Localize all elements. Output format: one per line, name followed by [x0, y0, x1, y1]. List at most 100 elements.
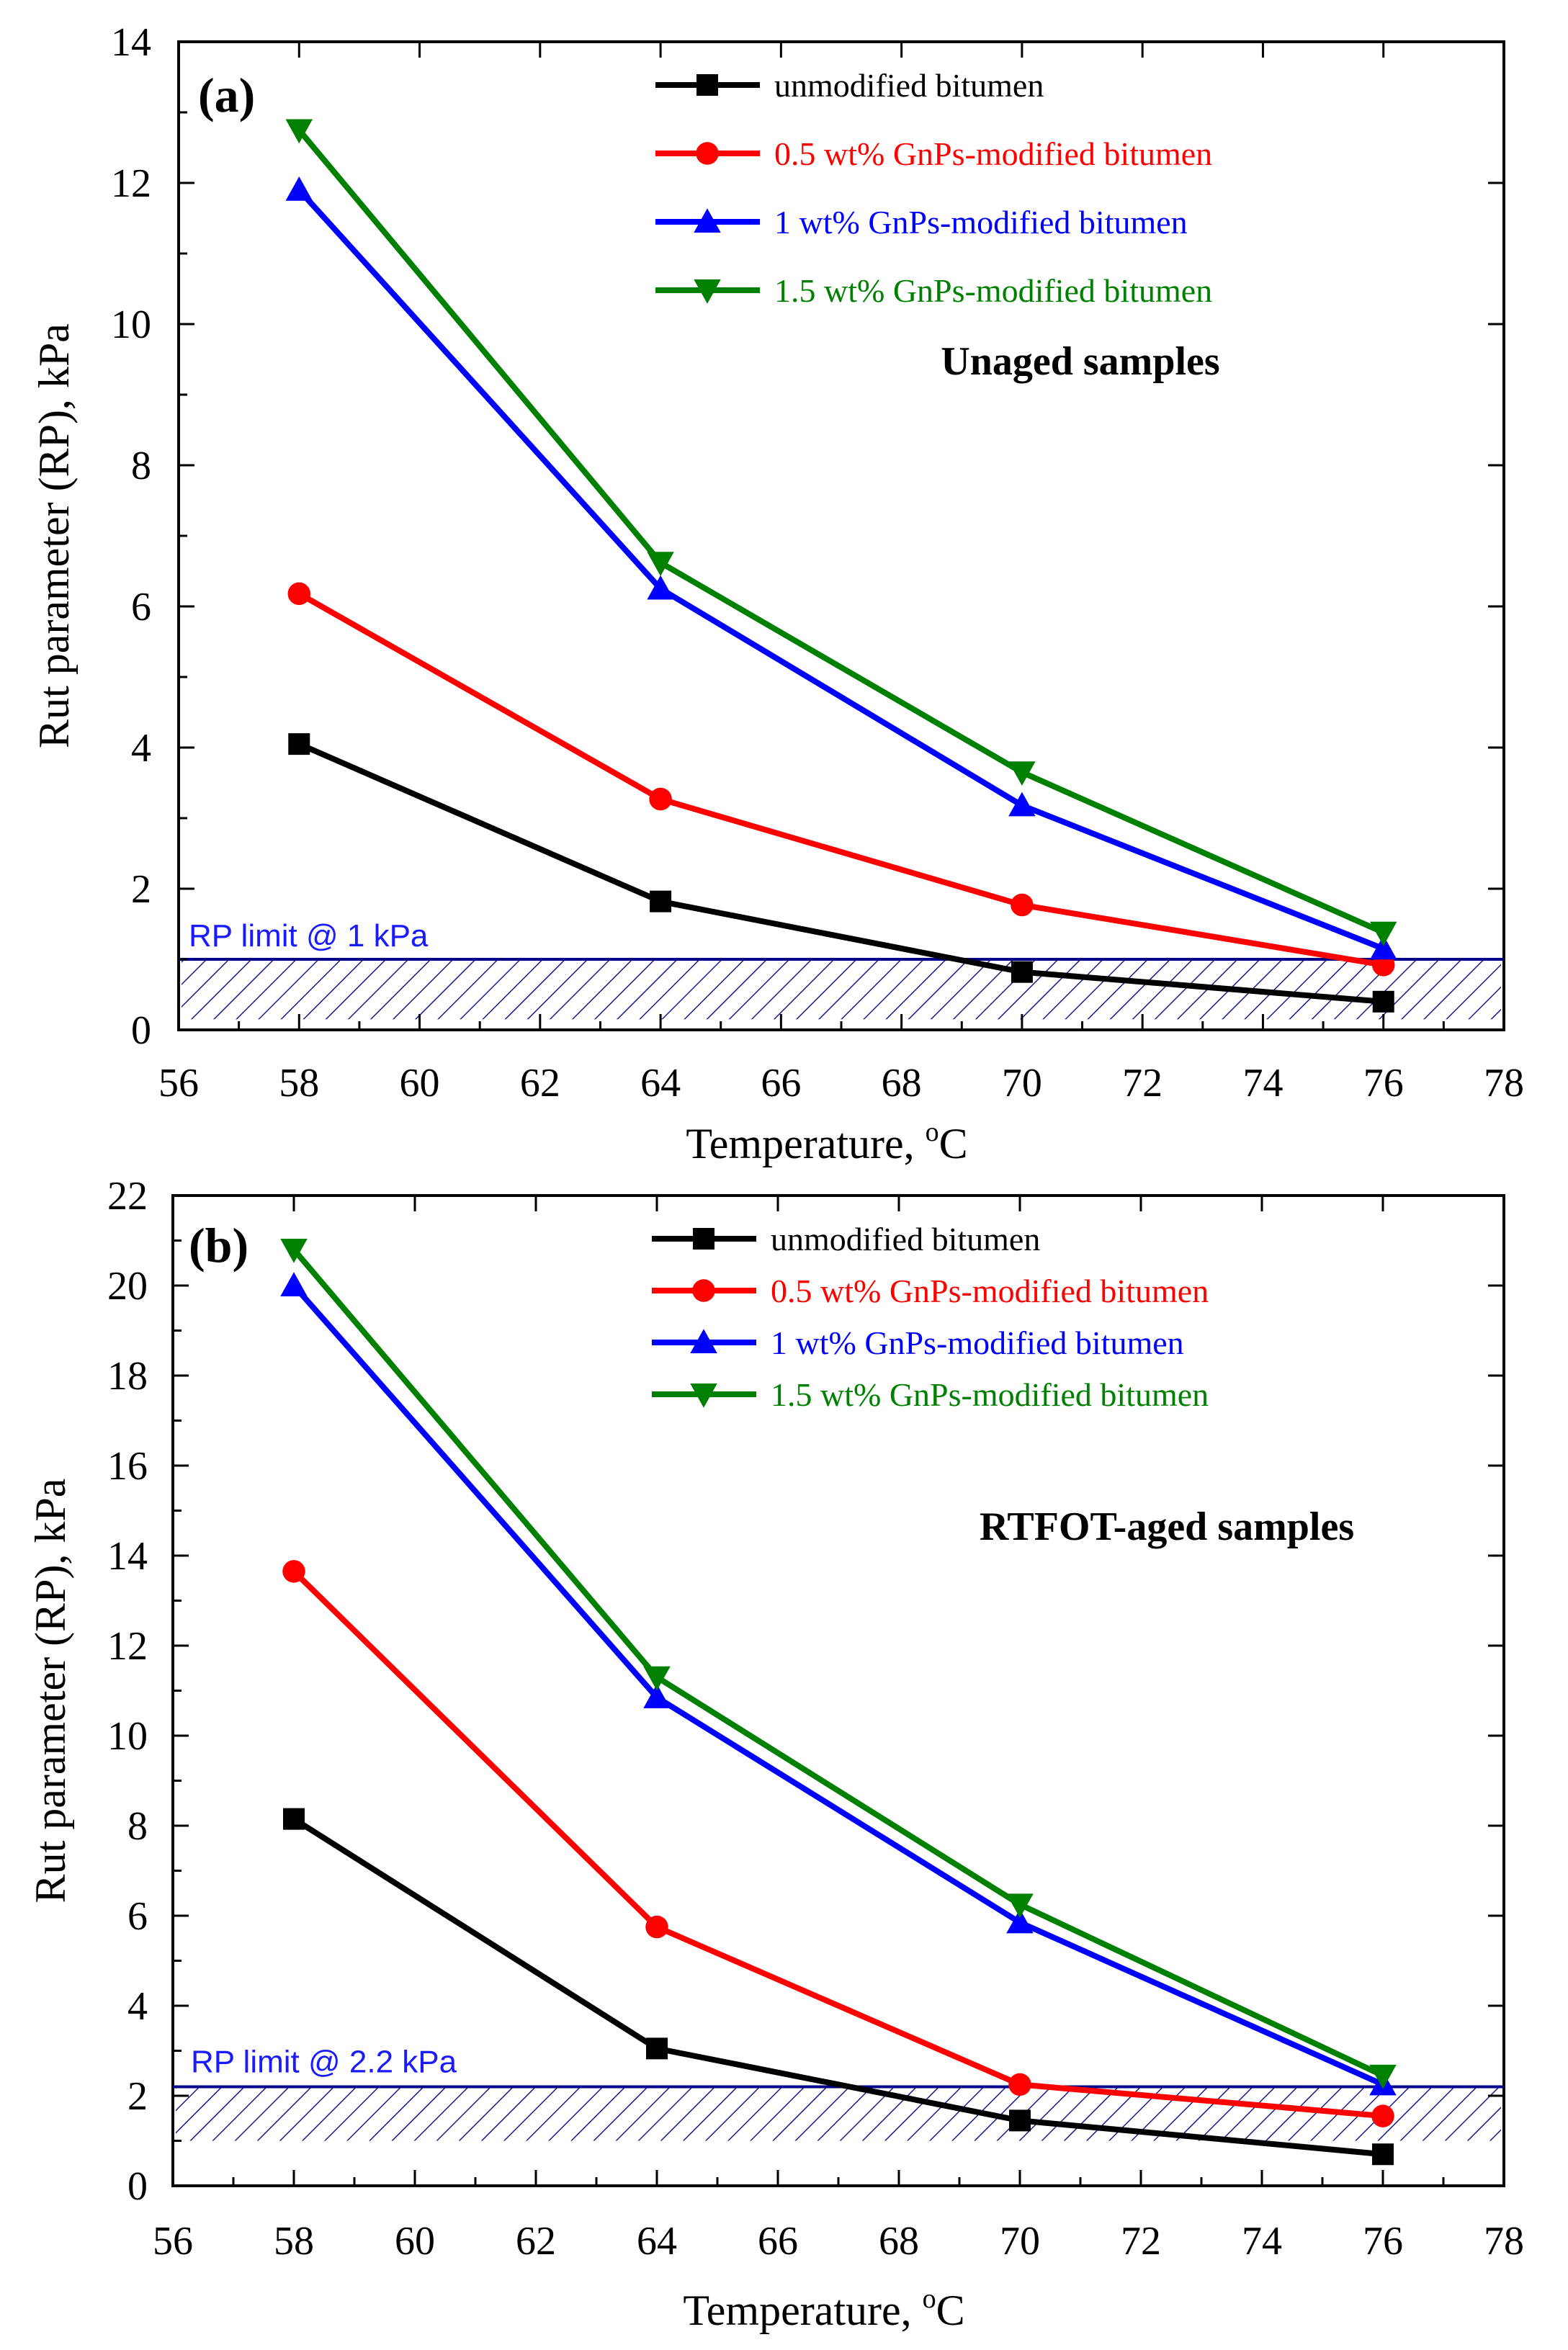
series-line-0	[292, 1816, 1384, 2158]
legend-label: 0.5 wt% GnPs-modified bitumen	[774, 135, 1212, 172]
x-tick-label: 78	[1484, 1061, 1524, 1106]
y-tick-label: 2	[127, 2074, 148, 2119]
data-point-3-1	[647, 552, 674, 576]
data-point-0-2	[1011, 961, 1033, 983]
y-tick-label: 14	[111, 20, 151, 65]
y-tick-label: 10	[107, 1714, 148, 1759]
x-tick-label: 74	[1242, 1061, 1283, 1106]
data-point-0-1	[650, 890, 672, 912]
data-point-2-3	[1369, 935, 1397, 960]
limit-hatch-region	[176, 2086, 1501, 2141]
data-point-2-1	[647, 575, 674, 600]
x-tick-label: 74	[1242, 2219, 1282, 2264]
data-point-3-1	[643, 1666, 671, 1691]
data-point-3-2	[1006, 1893, 1034, 1919]
data-point-2-1	[643, 1684, 671, 1708]
x-tick-label: 70	[1002, 1061, 1042, 1106]
x-tick-label: 76	[1363, 1061, 1404, 1106]
legend-label: 1.5 wt% GnPs-modified bitumen	[774, 272, 1212, 309]
y-tick-label: 8	[127, 1804, 148, 1849]
y-tick-label: 4	[131, 726, 151, 771]
y-tick-label: 12	[107, 1624, 148, 1669]
x-tick-label: 60	[400, 1061, 440, 1106]
series-line-2	[297, 188, 1385, 952]
legend-marker	[694, 279, 721, 304]
y-tick-label: 22	[107, 1174, 148, 1219]
legend-marker	[690, 1329, 717, 1353]
data-point-2-0	[285, 176, 313, 201]
y-tick-label: 6	[131, 585, 151, 629]
y-tick-label: 0	[127, 2164, 148, 2209]
panel-annotation: Unaged samples	[941, 339, 1219, 384]
x-tick-label: 62	[516, 2219, 556, 2264]
x-tick-label: 66	[758, 2219, 798, 2264]
series-line-0	[297, 741, 1384, 1005]
data-point-1-0	[287, 582, 311, 606]
legend-label: 1.5 wt% GnPs-modified bitumen	[771, 1376, 1209, 1413]
data-point-0-3	[1372, 990, 1394, 1013]
y-axis-title: Rut parameter (RP), kPa	[27, 1479, 74, 1903]
panel-label: (a)	[198, 68, 255, 122]
data-point-0-0	[288, 733, 310, 755]
x-tick-label: 58	[274, 2219, 314, 2264]
x-tick-label: 58	[279, 1061, 319, 1106]
x-tick-label: 60	[395, 2219, 435, 2264]
data-point-3-2	[1008, 761, 1036, 786]
legend-marker	[692, 1279, 715, 1302]
y-tick-label: 16	[107, 1444, 148, 1489]
limit-label: RP limit @ 2.2 kPa	[191, 2045, 457, 2080]
data-point-1-3	[1371, 2104, 1394, 2127]
x-tick-label: 72	[1122, 1061, 1162, 1106]
data-point-3-3	[1369, 921, 1397, 946]
legend-marker	[696, 74, 718, 96]
panel-label: (b)	[189, 1218, 248, 1273]
x-tick-label: 70	[1000, 2219, 1040, 2264]
x-tick-label: 68	[879, 2219, 919, 2264]
y-tick-label: 18	[107, 1354, 148, 1399]
y-axis-title: Rut parameter (RP), kPa	[30, 323, 78, 748]
limit-hatch-region	[182, 959, 1501, 1020]
x-tick-label: 62	[520, 1061, 560, 1106]
data-point-0-2	[1009, 2109, 1031, 2132]
y-tick-label: 2	[131, 867, 151, 912]
data-point-3-3	[1369, 2064, 1397, 2089]
legend-marker	[690, 1383, 717, 1408]
y-tick-label: 8	[131, 444, 151, 488]
legend-marker	[694, 208, 721, 233]
series-line-3	[291, 1247, 1384, 2078]
series-line-1	[292, 1569, 1384, 2120]
x-tick-label: 72	[1121, 2219, 1161, 2264]
data-point-0-0	[283, 1808, 305, 1830]
data-point-1-2	[1011, 893, 1034, 917]
x-tick-label: 76	[1363, 2219, 1403, 2264]
data-point-0-1	[646, 2037, 668, 2060]
y-tick-label: 10	[111, 302, 151, 347]
limit-label: RP limit @ 1 kPa	[189, 918, 429, 954]
data-point-0-3	[1372, 2143, 1394, 2166]
x-axis-title: Temperature, oC	[686, 1117, 967, 1167]
data-point-3-0	[280, 1239, 308, 1263]
legend-label: unmodified bitumen	[771, 1221, 1040, 1257]
y-tick-label: 6	[127, 1894, 148, 1939]
panel-annotation: RTFOT-aged samples	[980, 1504, 1354, 1549]
data-point-1-1	[649, 787, 672, 811]
x-tick-label: 56	[158, 1061, 199, 1106]
data-point-2-0	[280, 1272, 308, 1296]
data-point-3-0	[285, 119, 313, 144]
data-point-1-0	[282, 1560, 305, 1583]
series-line-1	[297, 591, 1384, 968]
y-tick-label: 12	[111, 161, 151, 206]
x-tick-label: 66	[761, 1061, 801, 1106]
legend-label: unmodified bitumen	[774, 67, 1044, 104]
y-tick-label: 20	[107, 1264, 148, 1309]
x-tick-label: 64	[637, 2219, 677, 2264]
x-axis-title: Temperature, oC	[683, 2284, 964, 2334]
y-tick-label: 0	[131, 1008, 151, 1053]
data-point-1-2	[1008, 2073, 1031, 2096]
x-tick-label: 64	[640, 1061, 681, 1106]
data-point-1-1	[645, 1915, 668, 1939]
legend-label: 1 wt% GnPs-modified bitumen	[774, 204, 1188, 241]
legend-label: 1 wt% GnPs-modified bitumen	[771, 1324, 1184, 1361]
